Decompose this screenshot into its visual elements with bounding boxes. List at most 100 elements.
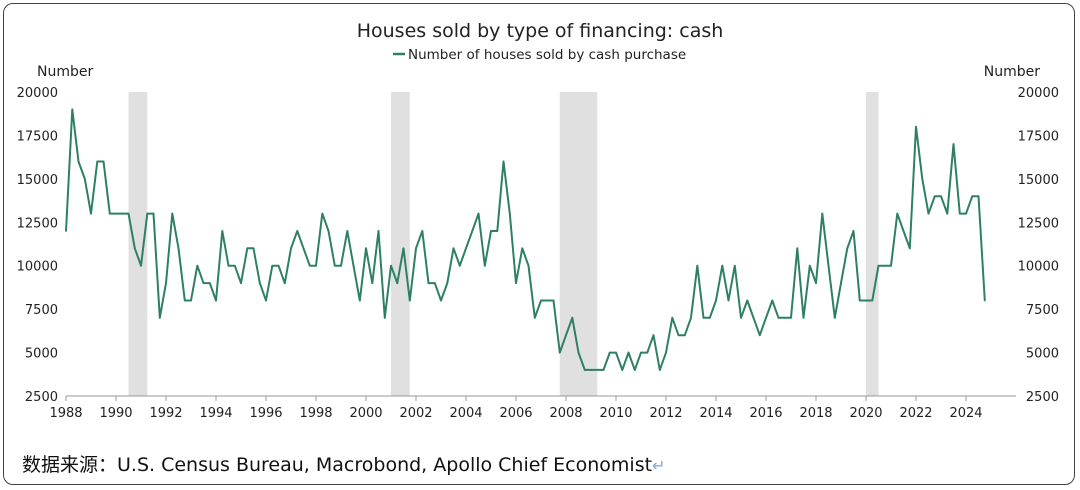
- data-point: [408, 299, 411, 302]
- data-point: [808, 264, 811, 267]
- data-point: [246, 247, 249, 250]
- data-point: [396, 282, 399, 284]
- data-point: [402, 247, 405, 250]
- y-tick-label-left: 17500: [17, 129, 58, 144]
- y-tick-label-right: 15000: [1018, 173, 1059, 188]
- data-point: [852, 230, 855, 232]
- data-point: [552, 299, 555, 302]
- data-point: [665, 351, 667, 354]
- data-point: [533, 316, 536, 319]
- data-point: [490, 230, 492, 232]
- legend-label: Number of houses sold by cash purchase: [408, 47, 686, 63]
- data-point: [496, 230, 499, 232]
- y-tick-label-left: 2500: [25, 390, 58, 405]
- data-point: [652, 334, 655, 337]
- data-point: [890, 264, 892, 267]
- plot-area: [65, 108, 986, 371]
- data-point: [340, 264, 342, 267]
- data-point: [590, 369, 592, 371]
- x-tick-label: 2008: [549, 406, 582, 421]
- data-point: [902, 230, 905, 232]
- data-point: [283, 282, 286, 284]
- data-point: [790, 316, 792, 319]
- data-point: [327, 230, 330, 232]
- y-tick-label-right: 12500: [1018, 216, 1059, 231]
- data-point: [171, 212, 174, 215]
- data-point: [740, 316, 742, 319]
- x-tick-label: 1988: [49, 406, 82, 421]
- x-tick-label: 2004: [449, 406, 482, 421]
- data-point: [346, 230, 349, 232]
- x-tick-label: 2014: [699, 406, 732, 421]
- recession-band-2: [391, 92, 410, 396]
- data-point: [627, 351, 630, 354]
- data-point: [677, 334, 680, 337]
- recession-band-1: [128, 92, 148, 396]
- data-point: [915, 125, 917, 128]
- data-point: [615, 351, 617, 354]
- data-point: [752, 316, 755, 319]
- data-point: [152, 212, 155, 215]
- data-point: [127, 212, 130, 215]
- data-point: [446, 282, 449, 284]
- data-point: [621, 369, 624, 371]
- data-point: [821, 212, 824, 215]
- data-point: [577, 351, 580, 354]
- x-tick-label: 1992: [149, 406, 182, 421]
- data-point: [158, 316, 161, 319]
- data-point: [802, 316, 805, 319]
- data-point: [815, 282, 817, 284]
- data-point: [121, 212, 124, 215]
- data-point: [896, 212, 899, 215]
- x-tick-label: 2006: [499, 406, 532, 421]
- data-point: [708, 316, 711, 319]
- x-tick-label: 1998: [299, 406, 332, 421]
- data-point: [640, 351, 642, 354]
- source-note: 数据来源：U.S. Census Bureau, Macrobond, Apol…: [22, 450, 665, 477]
- data-point: [383, 316, 386, 319]
- x-tick-label: 2010: [599, 406, 632, 421]
- y-tick-label-right: 10000: [1018, 260, 1059, 275]
- data-point: [758, 334, 761, 337]
- data-point: [196, 264, 199, 267]
- data-point: [727, 299, 730, 302]
- return-mark-icon: ↵: [652, 456, 666, 475]
- data-point: [202, 282, 205, 284]
- data-point: [671, 316, 674, 319]
- data-point: [108, 212, 111, 215]
- data-point: [290, 247, 292, 250]
- data-point: [596, 369, 599, 371]
- data-point: [415, 247, 417, 250]
- data-point: [527, 264, 530, 267]
- data-point: [240, 282, 242, 284]
- data-point: [946, 212, 949, 215]
- x-tick-label: 1990: [99, 406, 132, 421]
- data-point: [308, 264, 311, 267]
- data-point: [827, 264, 830, 267]
- data-point: [483, 264, 486, 267]
- data-point: [302, 247, 305, 250]
- data-point: [377, 230, 380, 232]
- data-point: [271, 264, 274, 267]
- data-point: [333, 264, 336, 267]
- data-point: [958, 212, 961, 215]
- x-tick-label: 2024: [949, 406, 982, 421]
- y-tick-label-right: 17500: [1018, 129, 1059, 144]
- data-point: [933, 195, 936, 198]
- y-tick-label-right: 7500: [1026, 303, 1059, 318]
- data-point: [371, 282, 374, 284]
- data-point: [433, 282, 436, 284]
- recession-band-3: [559, 92, 598, 396]
- data-point: [277, 264, 280, 267]
- data-point: [721, 264, 724, 267]
- data-point: [571, 316, 574, 319]
- recession-band-4: [866, 92, 879, 396]
- data-point: [952, 143, 955, 146]
- data-point: [908, 247, 911, 250]
- data-point: [846, 247, 849, 250]
- data-point: [602, 369, 605, 371]
- data-point: [608, 351, 611, 354]
- x-tick-label: 2012: [649, 406, 682, 421]
- data-point: [796, 247, 799, 250]
- data-point: [227, 264, 230, 267]
